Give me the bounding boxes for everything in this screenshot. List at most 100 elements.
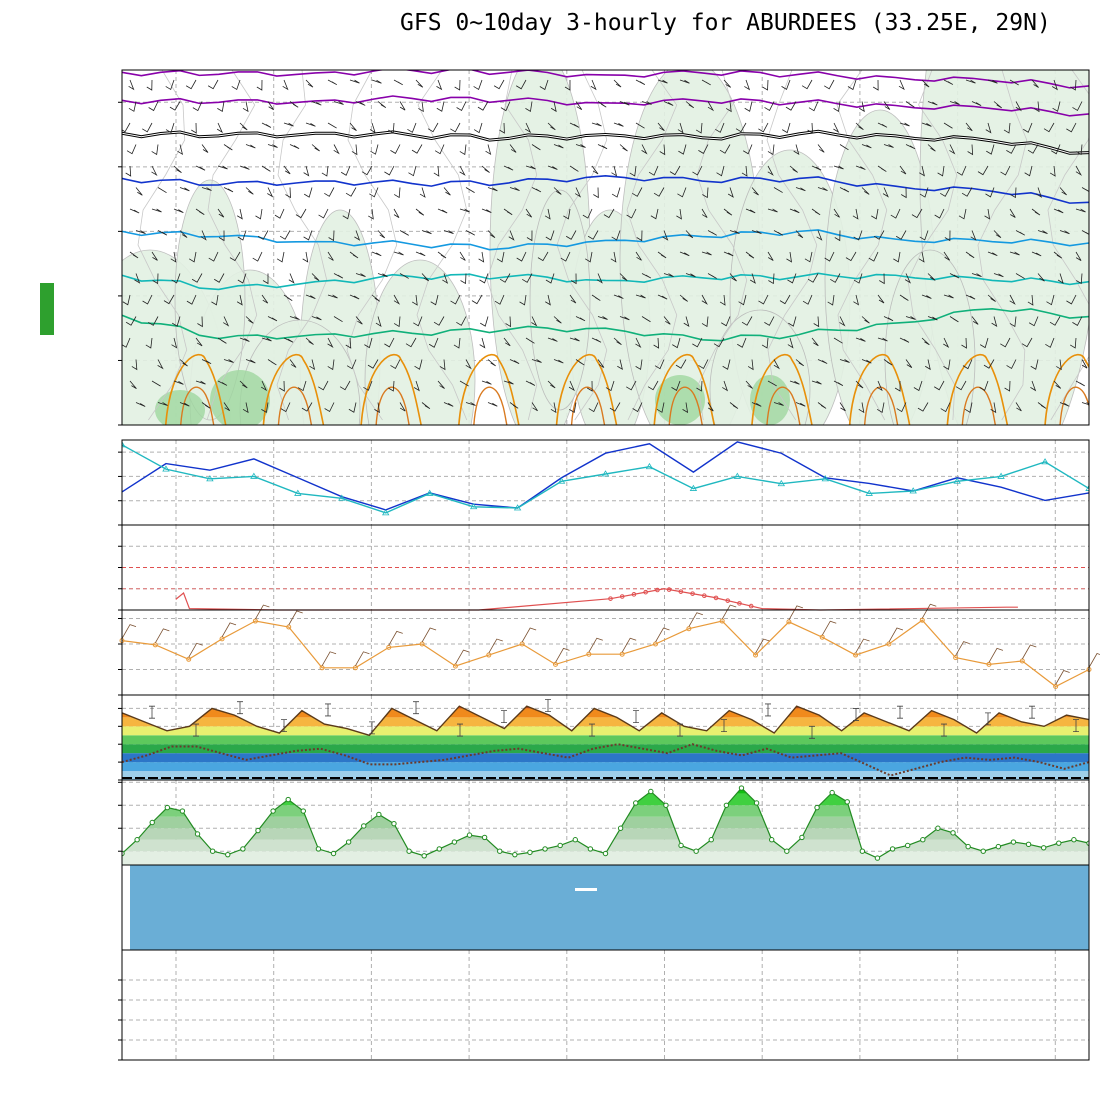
wind-barb [481, 165, 490, 173]
wind-barb [713, 337, 725, 348]
cloud-cover-fill [130, 865, 1089, 950]
wind-barb [767, 144, 775, 156]
wind-barb [351, 144, 358, 156]
wind-barb [858, 402, 865, 414]
wind-barb [824, 251, 835, 262]
rh-marker [376, 811, 382, 818]
wind-barb [811, 208, 821, 216]
wind-barb [261, 122, 272, 128]
wind-barb [465, 402, 476, 406]
wind-barb [324, 187, 335, 197]
thickness-marker [122, 441, 126, 448]
temp-minmax-bar [809, 725, 815, 739]
wind-barb [768, 273, 775, 285]
wind-barb [531, 402, 538, 412]
wind-barb [499, 273, 511, 283]
wind-barb [399, 402, 406, 412]
wind-barb-10m [555, 647, 570, 663]
wind-barb [421, 402, 431, 409]
wind-barb [223, 402, 231, 412]
isotherm-upper [122, 70, 1089, 89]
wind-barb [1006, 359, 1017, 370]
wind-barb [1004, 380, 1011, 392]
wind-barb-10m [388, 630, 403, 646]
wind-barb [163, 294, 175, 305]
wind-barb [758, 294, 769, 305]
wind-barb [575, 144, 586, 148]
wind-barb [919, 230, 929, 241]
wind-barb [340, 165, 351, 176]
wind-barb [157, 187, 167, 194]
wind-barb [122, 294, 131, 306]
wind-barb [847, 79, 857, 91]
wind-barb-10m [588, 637, 603, 653]
wind-barb [853, 294, 860, 306]
wind-barb [876, 380, 883, 392]
wind-barb [195, 380, 206, 385]
rh-marker [285, 796, 291, 803]
wind-barb [173, 165, 182, 173]
wind-barb [789, 208, 800, 214]
wind-barb [545, 230, 555, 241]
wind-barb [1052, 101, 1061, 112]
wind-barb [454, 79, 461, 91]
rh-marker [844, 799, 850, 805]
wind-barb [587, 230, 599, 240]
wind-barb [983, 359, 995, 369]
wind-barb [436, 79, 443, 91]
wind-barb [349, 251, 359, 259]
wind-barb [374, 402, 380, 414]
wind-barb [940, 402, 951, 413]
rh-marker [602, 850, 609, 857]
wind-barb [390, 144, 401, 154]
wind-barb [659, 144, 666, 156]
isotherm-5 [122, 175, 1089, 204]
wind-barb [545, 273, 555, 284]
wind-barb [698, 359, 709, 370]
wind-barb [788, 316, 797, 327]
wind-barb [471, 294, 483, 305]
wind-barb [399, 101, 406, 111]
wind-barb [569, 337, 580, 342]
wind-barb [685, 273, 696, 278]
wind-barb [921, 122, 932, 127]
wind-barb [201, 402, 211, 409]
wind-barb [450, 122, 461, 133]
rh-marker [361, 823, 367, 829]
wind-barb [1051, 144, 1061, 155]
wind-barb [157, 402, 168, 406]
wind-barb [905, 359, 913, 368]
wind-barb [872, 79, 879, 91]
wind-barb [355, 316, 363, 325]
wind-barb [301, 402, 313, 412]
wind-contour [346, 70, 398, 421]
slp-plot [122, 441, 1089, 516]
rh-marker [859, 848, 866, 854]
wind-barb [1081, 359, 1088, 369]
rh-marker [1040, 845, 1047, 851]
wind-barb [236, 294, 243, 306]
wind-barb [201, 359, 212, 365]
wind-barb [257, 230, 269, 240]
wind-barb [1049, 316, 1061, 326]
wind-barb [635, 79, 646, 85]
wind-barb [1051, 79, 1058, 91]
wind-barb [741, 165, 748, 177]
wind-barb [377, 230, 386, 239]
wind-contour [206, 70, 258, 421]
wind-barb [487, 359, 496, 367]
wind-barb [305, 79, 314, 88]
rh-marker [240, 846, 246, 852]
wind-barb [407, 122, 417, 133]
rh-marker [633, 800, 639, 806]
wind-barb [465, 359, 472, 370]
wind-barb [131, 359, 138, 371]
wind-barb [773, 187, 783, 193]
wind-barb [1070, 79, 1077, 91]
wind-barb [834, 230, 841, 242]
wind-barb [970, 230, 977, 241]
rh-marker [738, 785, 745, 791]
wind-barb [795, 230, 804, 239]
isotherm-15 [122, 272, 1089, 291]
